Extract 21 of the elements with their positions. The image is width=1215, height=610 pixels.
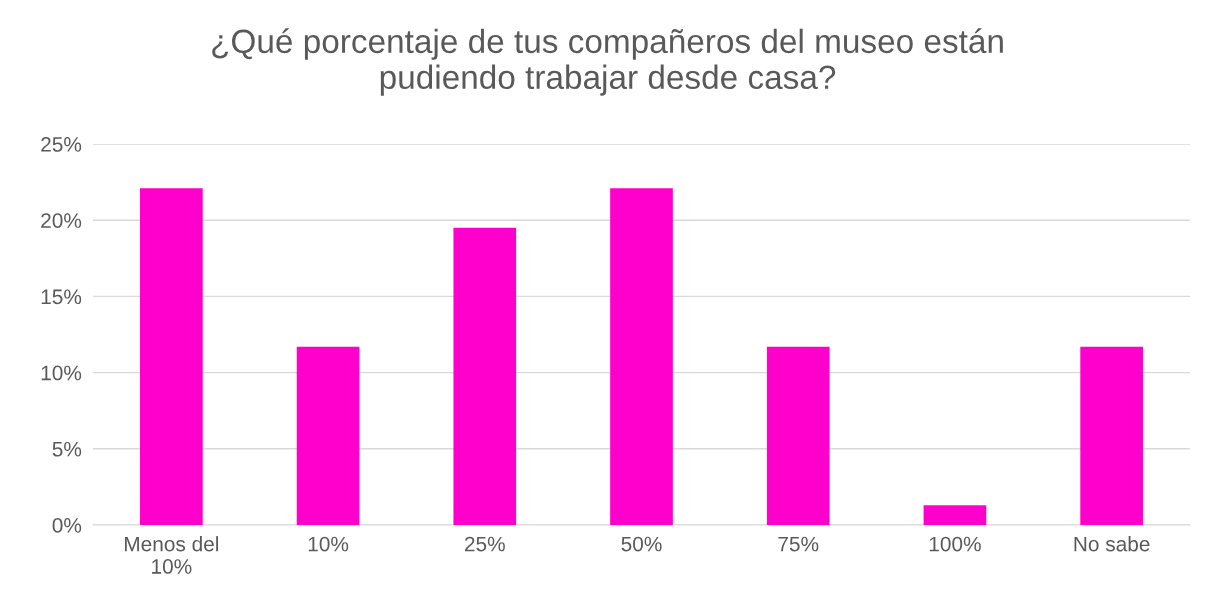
x-tick-label: 50%	[621, 536, 662, 552]
y-tick-label: 5%	[52, 441, 82, 457]
bar	[610, 188, 673, 525]
bar	[140, 188, 203, 525]
x-tick-label: 25%	[464, 536, 505, 552]
bar	[453, 227, 517, 525]
y-tick-label: 25%	[41, 137, 82, 152]
chart-title: ¿Qué porcentaje de tus compañeros del museo están pudiendo trabajar desde casa?	[212, 28, 1003, 96]
y-tick-label: 20%	[41, 213, 82, 228]
bar	[296, 346, 360, 525]
y-tick-label: 10%	[41, 365, 82, 381]
x-tick-label: No sabe	[1074, 536, 1150, 552]
bar	[766, 346, 830, 525]
bar	[1080, 346, 1143, 525]
x-tick-label: 100%	[929, 536, 981, 552]
x-tick-label: Menos del 10%	[125, 536, 219, 574]
bar	[923, 505, 987, 525]
y-tick-label: 0%	[52, 518, 82, 533]
x-tick-label: 10%	[308, 536, 349, 552]
x-tick-label: 75%	[778, 536, 819, 552]
y-tick-label: 15%	[41, 289, 82, 305]
